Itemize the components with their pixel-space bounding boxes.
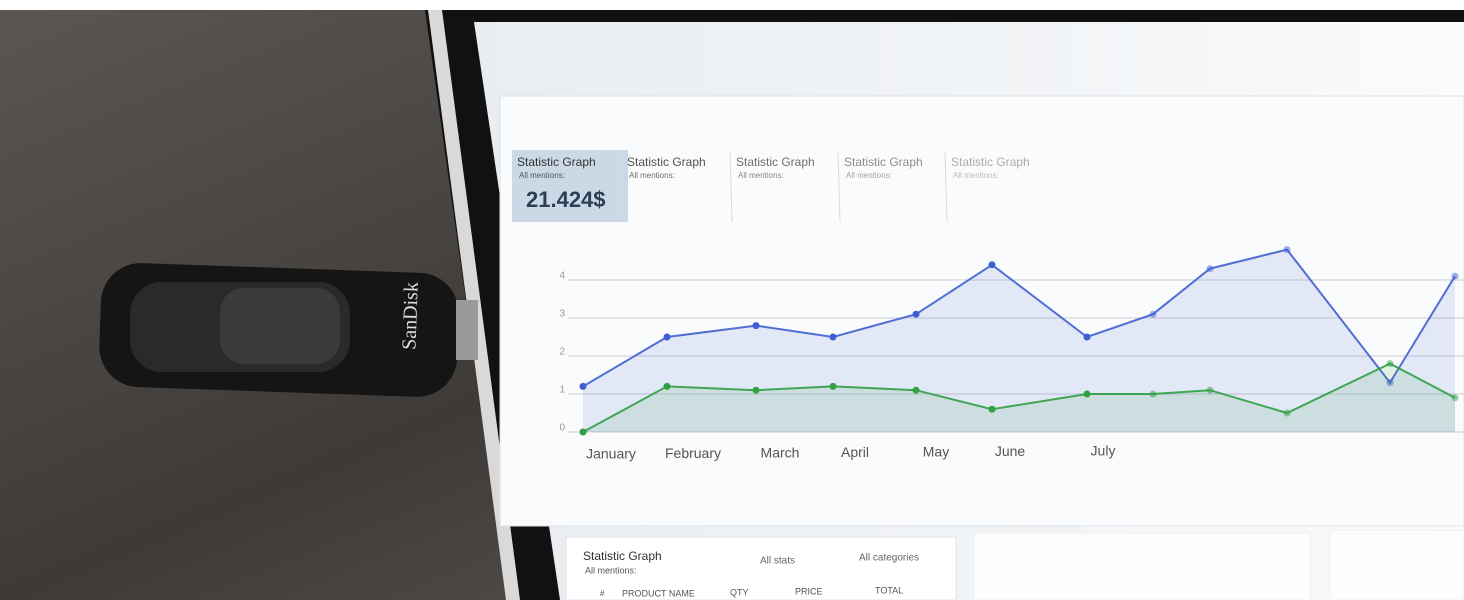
point (829, 333, 837, 341)
y-tick-label: 3 (559, 309, 565, 320)
card (1329, 529, 1464, 600)
card (973, 532, 1311, 600)
tab-title[interactable]: Statistic Graph (627, 155, 706, 169)
tab-subtitle: All mentions: (953, 171, 999, 180)
point (1451, 272, 1459, 280)
filter[interactable]: All categories (859, 553, 919, 564)
series-line (582, 248, 1456, 388)
column-header: PRICE (795, 586, 823, 596)
active-tab (512, 150, 628, 222)
point (912, 310, 920, 318)
point (988, 405, 996, 413)
point (579, 382, 587, 390)
tab-title[interactable]: Statistic Graph (517, 155, 596, 169)
usb-grip (220, 288, 340, 364)
tab-title[interactable]: Statistic Graph (844, 155, 923, 169)
point (752, 386, 760, 394)
tab-divider (944, 151, 948, 223)
column-header: QTY (730, 587, 749, 597)
tab-value: 21.424$ (526, 187, 606, 212)
column-header: # (600, 589, 605, 598)
point (912, 386, 920, 394)
y-tick-label: 2 (559, 347, 565, 358)
series-area (583, 249, 1455, 432)
point (1083, 390, 1091, 398)
table-subtitle: All mentions: (585, 565, 637, 575)
table-card (565, 536, 957, 600)
point (988, 261, 996, 269)
series-area (583, 363, 1455, 432)
tab-title[interactable]: Statistic Graph (951, 155, 1030, 169)
tab-title[interactable]: Statistic Graph (736, 155, 815, 169)
x-tick-label: April (841, 444, 869, 460)
point (1451, 394, 1459, 402)
tabs: Statistic Graph All mentions: 21.424$ Stati… (517, 151, 1030, 223)
y-tick-label: 4 (559, 271, 565, 282)
point (1149, 390, 1157, 398)
y-tick-label: 1 (559, 385, 565, 396)
x-tick-label: March (761, 445, 800, 461)
x-tick-label: January (586, 446, 636, 462)
brand-label: SanDisk (398, 282, 422, 351)
column-header: TOTAL (875, 585, 903, 595)
point (663, 382, 671, 390)
point (663, 333, 671, 341)
x-tick-label: June (995, 443, 1026, 459)
point (752, 322, 760, 330)
x-tick-label: May (923, 444, 949, 460)
point (1283, 246, 1291, 254)
x-tick-label: July (1091, 443, 1116, 459)
column-header: PRODUCT NAME (622, 588, 695, 598)
tab-subtitle: All mentions: (519, 171, 565, 180)
point (579, 428, 587, 436)
chart: 0 1 2 3 4 January February March April May June Jul… (559, 246, 1464, 462)
filter[interactable]: All stats (760, 556, 795, 567)
x-tick-label: February (665, 445, 721, 461)
tab-subtitle: All mentions: (846, 171, 892, 180)
y-tick-label: 0 (559, 423, 565, 434)
tab-subtitle: All mentions: (629, 171, 675, 180)
tab-subtitle: All mentions: (738, 171, 784, 180)
point (1149, 310, 1157, 318)
point (829, 382, 837, 390)
point (1386, 379, 1394, 387)
series-line (582, 362, 1456, 433)
tab-divider (837, 151, 841, 223)
panel (499, 95, 1464, 527)
point (1083, 333, 1091, 341)
point (1386, 360, 1394, 368)
tab-divider (729, 151, 733, 223)
usb-connector (456, 300, 478, 360)
top-strip (0, 0, 1464, 10)
point (1206, 386, 1214, 394)
point (1206, 265, 1214, 273)
table-title: Statistic Graph (583, 549, 662, 563)
point (1283, 409, 1291, 417)
tab-divider (620, 151, 624, 223)
